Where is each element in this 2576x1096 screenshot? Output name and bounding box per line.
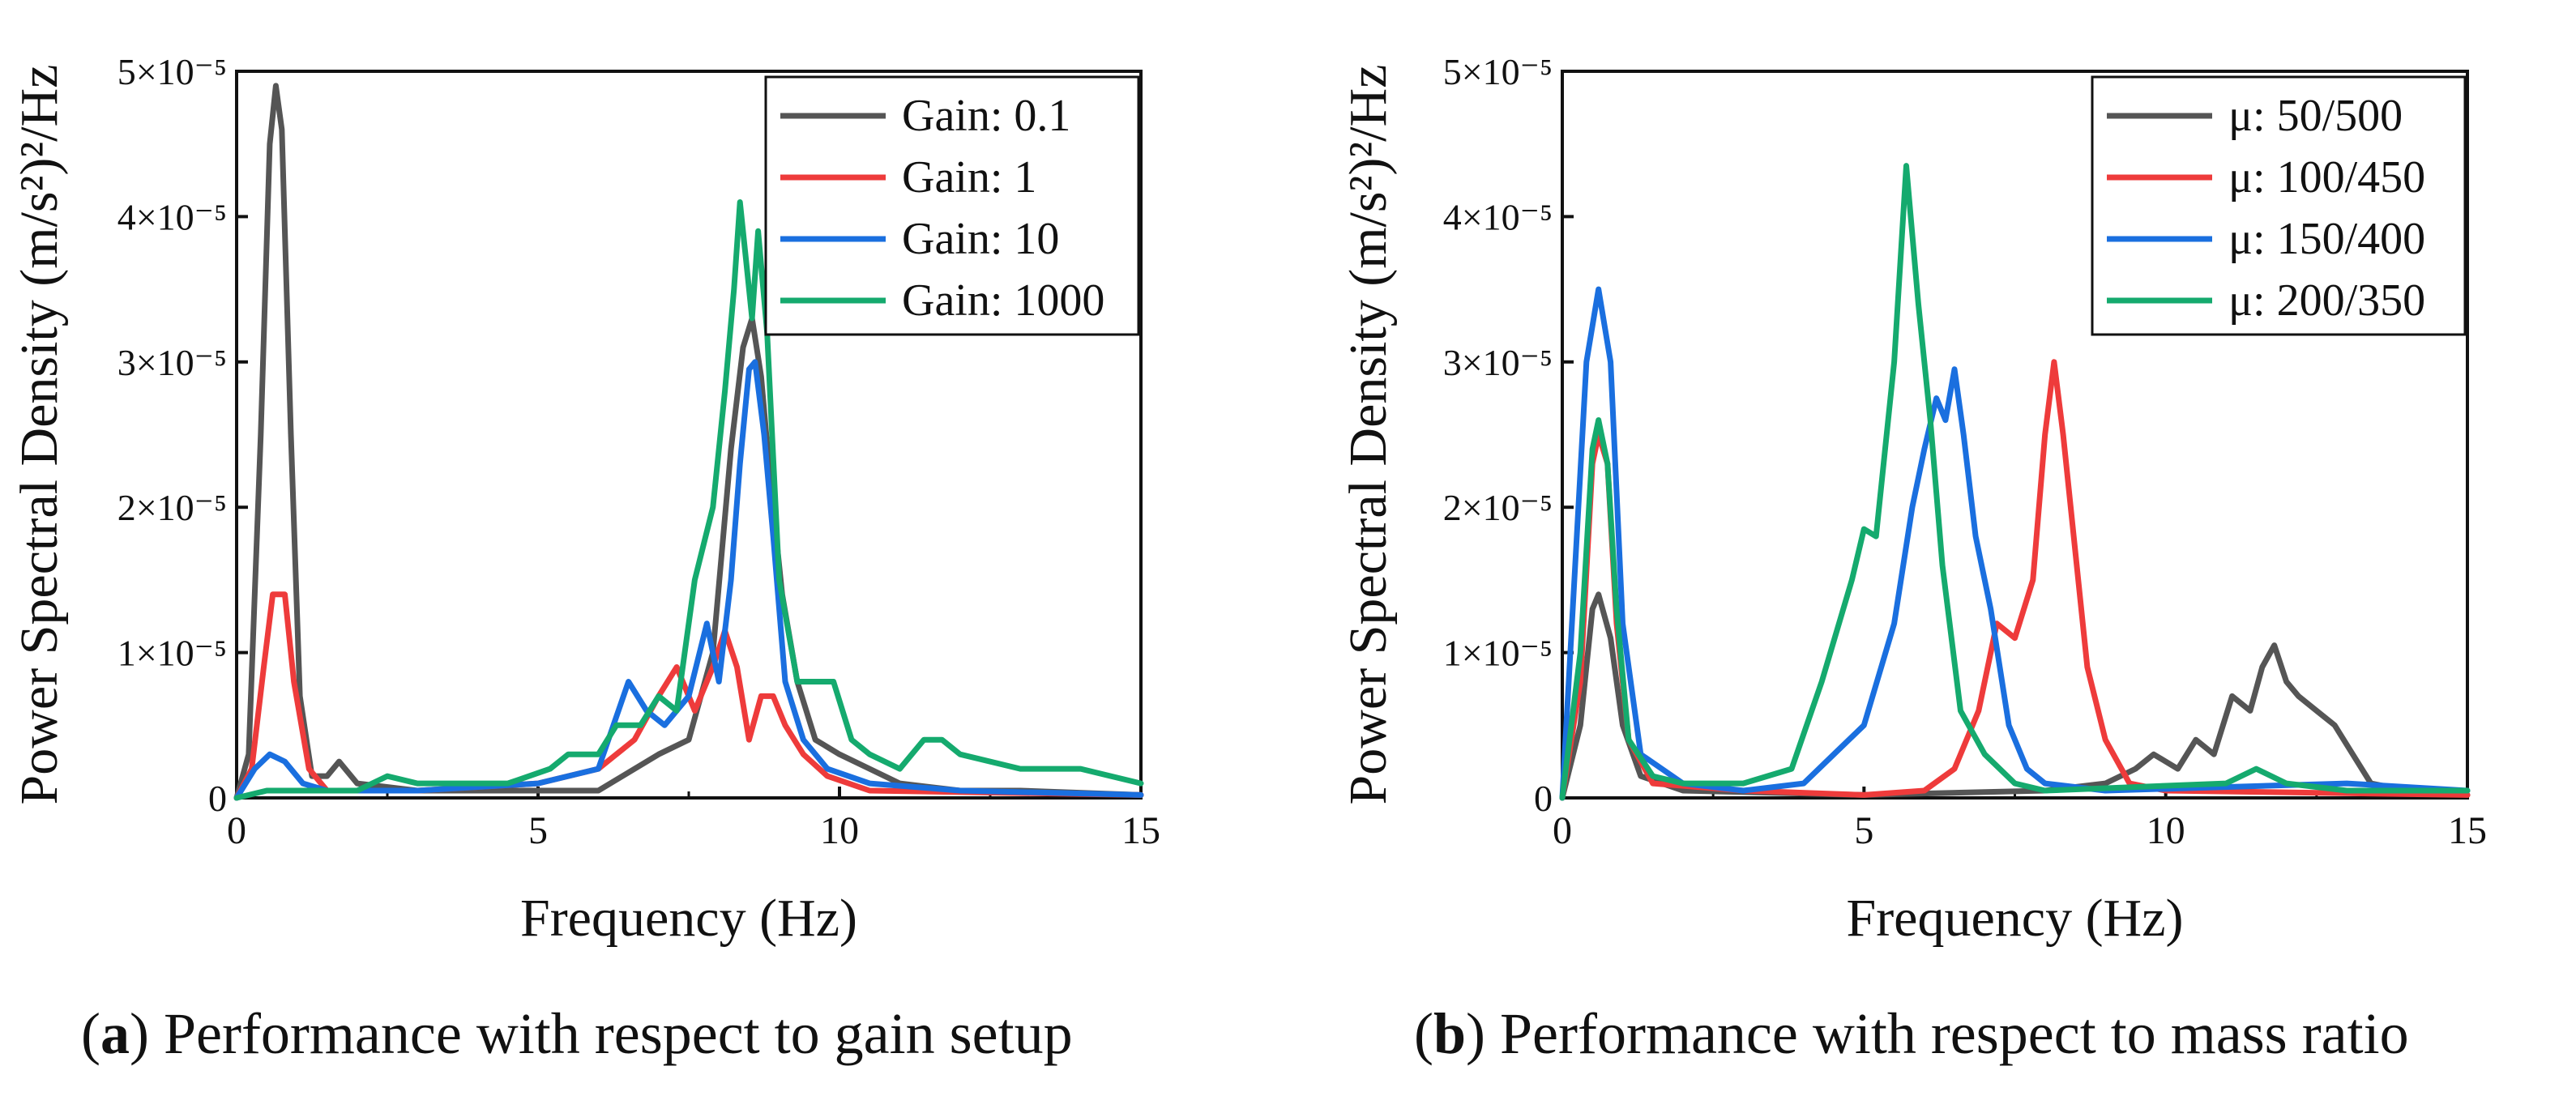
panel-a-legend-label-2: Gain: 10	[902, 214, 1059, 264]
caption-a-letter: a	[100, 1001, 130, 1066]
panel-b-y-tick-label: 1×10⁻⁵	[1443, 633, 1553, 674]
panel-a-x-tick-label: 0	[227, 809, 246, 852]
caption-b: (b) Performance with respect to mass rat…	[1414, 1001, 2409, 1066]
caption-b-letter: b	[1433, 1001, 1467, 1066]
panel-b-x-tick-label: 15	[2448, 809, 2487, 852]
caption-b-text: Performance with respect to mass ratio	[1500, 1001, 2409, 1066]
panel-b-y-tick-label: 2×10⁻⁵	[1443, 487, 1553, 528]
panel-a-y-tick-label: 5×10⁻⁵	[117, 51, 227, 92]
panel-b-legend-label-3: μ: 200/350	[2228, 275, 2425, 326]
caption-a: (a) Performance with respect to gain set…	[81, 1001, 1073, 1066]
panel-b-y-tick-label: 4×10⁻⁵	[1443, 196, 1553, 237]
panel-b-y-tick-label: 3×10⁻⁵	[1443, 342, 1553, 383]
panel-a-y-axis-label: Power Spectral Density (m/s²)²/Hz	[10, 65, 69, 805]
panel-b-series-line-3	[1559, 163, 2471, 801]
panel-a-series-line-1	[233, 591, 1144, 801]
panel-b-y-tick-label: 5×10⁻⁵	[1443, 51, 1553, 92]
panel-b-x-tick-label: 5	[1854, 809, 1873, 852]
panel-a-y-tick-label: 3×10⁻⁵	[117, 342, 227, 383]
panel-a-y-tick-label: 1×10⁻⁵	[117, 633, 227, 674]
panel-b-legend-label-2: μ: 150/400	[2228, 214, 2425, 264]
panel-b-legend-box	[2091, 75, 2467, 336]
chart-panel-b: 0 5 10 15 0 1×10⁻⁵ 2×10⁻⁵ 3×10⁻⁵ 4×10⁻⁵ 5×10⁻⁵ Fre…	[1339, 51, 2487, 948]
panel-a-x-tick-label: 15	[1121, 809, 1160, 852]
chart-panel-a: 0 5 10 15 0 1×10⁻⁵ 2×10⁻⁵ 3×10⁻⁵ 4×10⁻⁵ 5×10⁻⁵ Fre…	[10, 51, 1160, 948]
panel-b-x-axis-label: Frequency (Hz)	[1847, 889, 2184, 948]
panel-b-legend-label-1: μ: 100/450	[2228, 152, 2425, 203]
panel-a-legend-label-1: Gain: 1	[902, 152, 1036, 203]
panel-b-series-line-2	[1559, 286, 2471, 801]
panel-a-legend-label-0: Gain: 0.1	[902, 91, 1070, 141]
panel-a-series-line-0	[233, 83, 1144, 801]
panel-a-x-tick-label: 10	[820, 809, 859, 852]
panel-b-y-tick-label: 0	[1534, 778, 1553, 819]
panel-a-y-tick-label: 2×10⁻⁵	[117, 487, 227, 528]
panel-b-x-tick-label: 0	[1553, 809, 1572, 852]
panel-a-series-line-2	[233, 359, 1144, 801]
panel-b-y-axis-label: Power Spectral Density (m/s²)²/Hz	[1339, 65, 1398, 805]
panel-a-legend-box	[764, 75, 1140, 336]
panel-b-series-line-0	[1559, 591, 2471, 801]
panel-a-x-axis-label: Frequency (Hz)	[520, 889, 857, 948]
panel-b-legend-label-0: μ: 50/500	[2228, 91, 2403, 141]
panel-a-series-line-3	[233, 199, 1144, 801]
caption-a-text: Performance with respect to gain setup	[163, 1001, 1073, 1066]
panel-a-legend-label-3: Gain: 1000	[902, 275, 1104, 326]
panel-b-x-tick-label: 10	[2147, 809, 2185, 852]
panel-a-y-tick-label: 0	[208, 778, 227, 819]
panel-a-x-tick-label: 5	[528, 809, 548, 852]
panel-a-y-tick-label: 4×10⁻⁵	[117, 196, 227, 237]
